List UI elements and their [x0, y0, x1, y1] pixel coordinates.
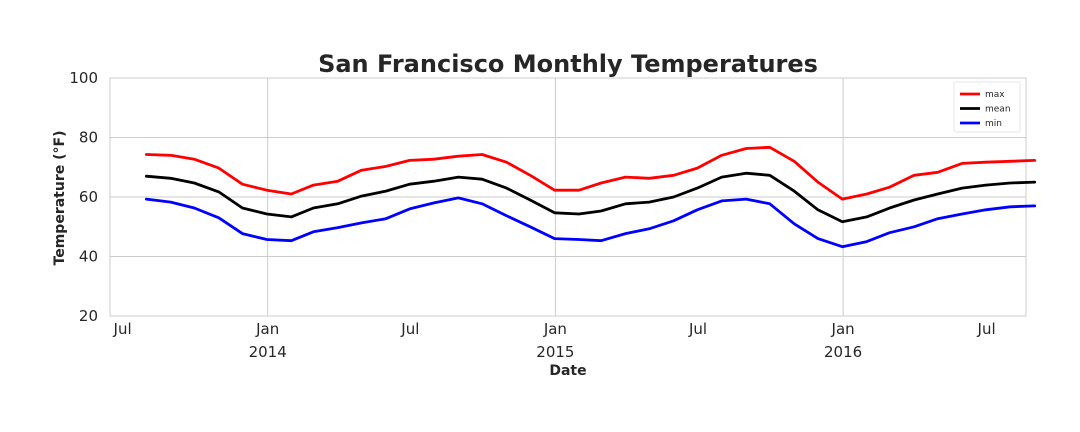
- x-tick-year-label: 2016: [824, 343, 862, 361]
- y-tick-label: 40: [79, 248, 98, 266]
- y-axis-ticks: 20 40 60 80 100: [69, 69, 98, 325]
- y-tick-label: 20: [79, 307, 98, 325]
- legend-label-min: min: [985, 119, 1002, 129]
- chart-title: San Francisco Monthly Temperatures: [318, 50, 818, 78]
- x-tick-label: Jul: [113, 320, 132, 338]
- legend-label-max: max: [985, 90, 1005, 100]
- series-line-min: [144, 196, 1037, 249]
- x-tick-label: Jul: [977, 320, 996, 338]
- y-axis-label: Temperature (°F): [52, 131, 68, 266]
- x-tick-label: Jan: [831, 320, 855, 338]
- x-tick-label: Jul: [688, 320, 707, 338]
- x-tick-label: Jan: [255, 320, 279, 338]
- x-tick-year-label: 2015: [536, 343, 574, 361]
- series-line-max: [144, 145, 1037, 201]
- legend: max mean min: [953, 81, 1021, 133]
- y-tick-label: 100: [69, 69, 98, 87]
- x-tick-label: Jul: [400, 320, 419, 338]
- x-axis-label: Date: [549, 363, 586, 379]
- series-line-mean: [144, 171, 1037, 224]
- grid-lines: [110, 77, 1026, 317]
- plot-area: [109, 77, 1027, 317]
- x-tick-year-label: 2014: [249, 343, 287, 361]
- x-tick-label: Jan: [543, 320, 567, 338]
- series-lines: [144, 145, 1037, 249]
- x-axis-ticks: Jul Jan 2014 Jul Jan 2015 Jul Jan 2016 Jul: [113, 320, 996, 361]
- legend-label-mean: mean: [985, 105, 1011, 115]
- y-tick-label: 60: [79, 188, 98, 206]
- y-tick-label: 80: [79, 129, 98, 147]
